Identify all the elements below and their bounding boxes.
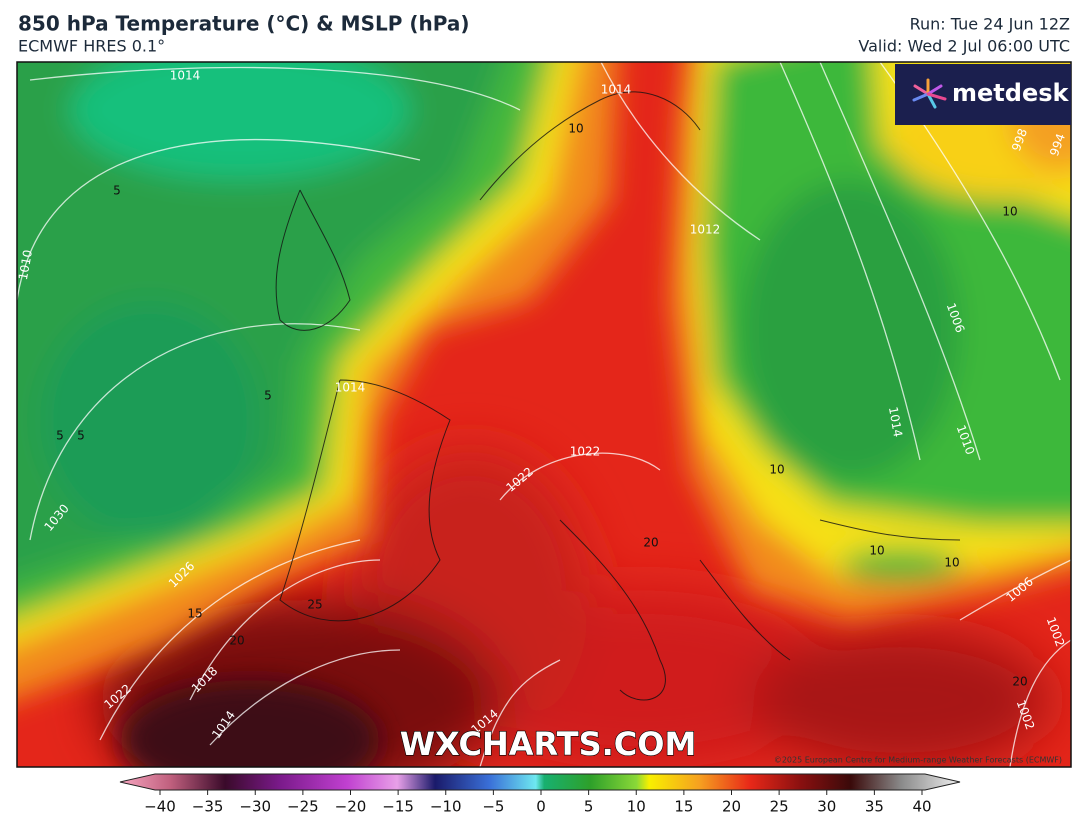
colorbar-tick-label: 10 [627,798,646,816]
isobar-label: 1014 [335,381,366,395]
colorbar-tick-label: −10 [430,798,462,816]
colorbar-tick-label: 0 [536,798,546,816]
colorbar-tick-label: 35 [865,798,884,816]
logo-icon [912,78,947,109]
logo-text: metdesk [952,79,1070,107]
temperature-label: 10 [869,544,884,558]
colorbar-tick-label: 15 [674,798,693,816]
colorbar-ticks: −40 −35 −30 −25 −20 −15 −10 −5 0 5 10 15 20 25 30 35 40 [144,790,932,816]
colorbar-tick-label: 25 [770,798,789,816]
isobars [17,62,1071,767]
colorbar-tick-label: −15 [382,798,414,816]
map-frame [16,61,1072,768]
temperature-field [100,450,1050,767]
colorbar-scale [119,773,961,791]
temperature-label: 10 [1002,205,1017,219]
watermark: WXCHARTS.COM [400,725,697,763]
colorbar-tick-label: −30 [239,798,271,816]
temperature-bands [17,62,1071,767]
subtitle: ECMWF HRES 0.1° [18,37,165,56]
run-time: Run: Tue 24 Jun 12Z [910,15,1070,34]
logo: metdesk [895,64,1071,125]
isobar-label: 1012 [690,223,721,237]
temperature-label: 10 [568,122,583,136]
temperature-label: 20 [643,536,658,550]
title: 850 hPa Temperature (°C) & MSLP (hPa) [18,12,469,36]
colorbar: −40 −35 −30 −25 −20 −15 −10 −5 0 5 10 15 20 25 30 35 40 [119,773,961,816]
temperature-label: 5 [113,184,121,198]
temperature-label: 5 [56,429,64,443]
copyright: ©2025 European Centre for Medium-range W… [774,756,1062,765]
colorbar-tick-label: 40 [912,798,931,816]
temperature-label: 10 [769,463,784,477]
colorbar-tick-label: 20 [722,798,741,816]
isobar-label: 1014 [170,69,201,83]
temperature-label: 15 [187,607,202,621]
colorbar-tick-label: 5 [584,798,594,816]
colorbar-tick-label: −40 [144,798,176,816]
isobar-label: 1010 [16,249,35,282]
colorbar-tick-label: 30 [817,798,836,816]
isobar-label: 1022 [570,445,601,459]
temperature-label: 25 [307,598,322,612]
colorbar-tick-label: −35 [192,798,224,816]
colorbar-tick-label: −20 [335,798,367,816]
temperature-label: 20 [1012,675,1027,689]
valid-time: Valid: Wed 2 Jul 06:00 UTC [858,37,1070,56]
temperature-label: 5 [264,389,272,403]
isobar-label: 1014 [886,406,905,439]
temperature-label: 10 [944,556,959,570]
colorbar-tick-label: −25 [287,798,319,816]
coastlines [275,91,961,701]
colorbar-tick-label: −5 [482,798,504,816]
isobar-label: 1014 [601,83,632,97]
temperature-label: 20 [229,634,244,648]
temperature-label: 5 [77,429,85,443]
